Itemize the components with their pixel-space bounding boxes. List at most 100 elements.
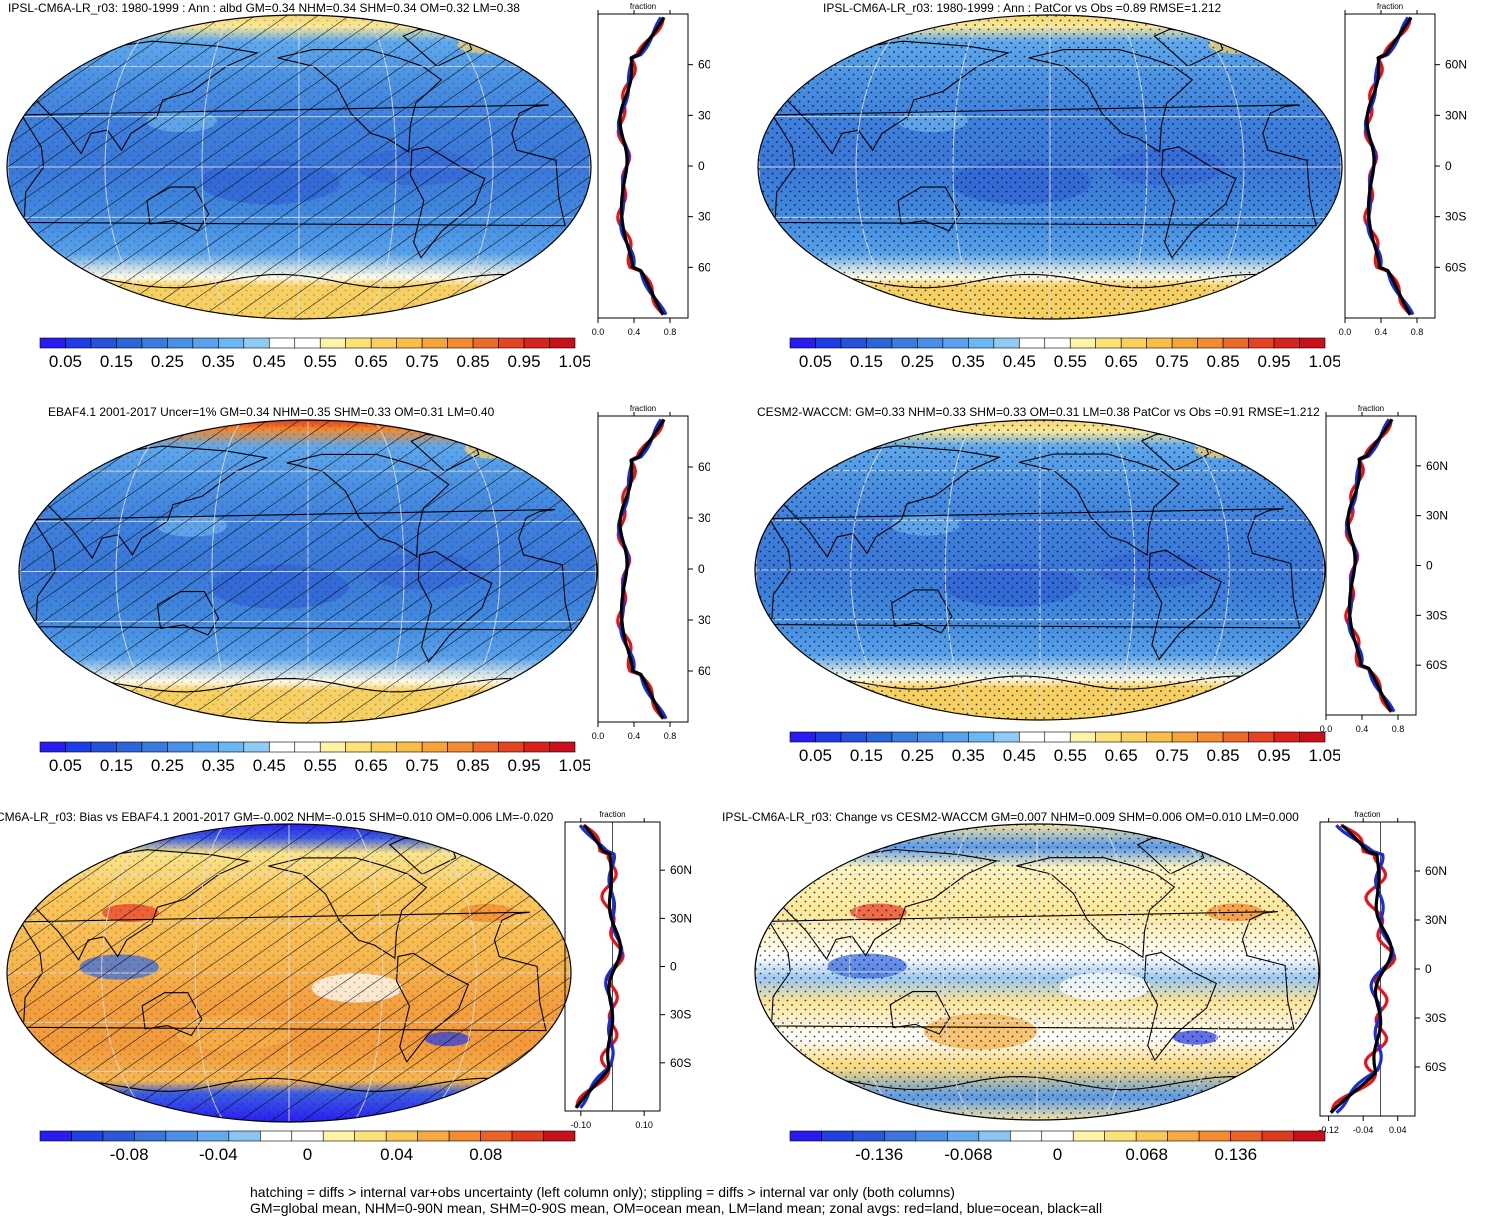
zonal-series-line xyxy=(1365,16,1413,316)
lat-label: 0 xyxy=(1426,559,1433,573)
lat-label: 0 xyxy=(1425,962,1432,976)
lat-label: 30S xyxy=(698,613,710,627)
footer-line-2: GM=global mean, NHM=0-90N mean, SHM=0-90… xyxy=(250,1200,1103,1216)
colorbar-swatch xyxy=(1273,337,1300,349)
lat-label: 30S xyxy=(1426,608,1447,622)
colorbar-label: 0.45 xyxy=(1003,352,1036,371)
colorbar-label: 0.85 xyxy=(1207,352,1240,371)
colorbar-swatch xyxy=(1069,337,1097,349)
panel-title-2: IPSL-CM6A-LR_r03: 1980-1999 : Ann : PatC… xyxy=(823,1,1222,15)
colorbar-swatch xyxy=(1104,1130,1137,1142)
colorbar-label: 0 xyxy=(1053,1145,1062,1164)
lat-label: 60S xyxy=(698,664,710,678)
zonal-title: fraction xyxy=(1354,810,1380,819)
panel-title-1: IPSL-CM6A-LR_r03: 1980-1999 : Ann : albd… xyxy=(8,1,520,15)
colorbar-swatch xyxy=(1120,337,1147,349)
zonal-x-label: 0.8 xyxy=(1411,327,1424,337)
colorbar-swatch xyxy=(167,337,194,349)
zonal-plot-3: fraction 60N 30N 0 30S 60S 0.0 0.4 0.8 xyxy=(592,404,710,741)
colorbar-label: 0.95 xyxy=(1258,746,1291,765)
zonal-x-label: 0.4 xyxy=(1356,724,1369,734)
map-panel-4 xyxy=(754,419,1326,721)
zonal-x-label: 0.10 xyxy=(635,1120,653,1130)
lat-label: 30S xyxy=(670,1008,691,1022)
colorbar-swatch xyxy=(1095,731,1122,743)
colorbar-label: 0.05 xyxy=(49,756,82,775)
colorbar-swatch xyxy=(192,741,219,753)
colorbar-label: 0.95 xyxy=(508,352,541,371)
colorbar-swatch xyxy=(447,337,474,349)
colorbar-swatch xyxy=(968,337,995,349)
colorbar-swatch xyxy=(39,337,66,349)
colorbar-swatch xyxy=(917,731,944,743)
zonal-x-label: 0.8 xyxy=(1392,724,1405,734)
colorbar-swatch xyxy=(385,1130,418,1142)
colorbar-swatch xyxy=(915,1130,948,1142)
colorbar-label: -0.136 xyxy=(855,1145,903,1164)
colorbar-swatch xyxy=(1044,337,1071,349)
colorbar-swatch xyxy=(218,741,245,753)
colorbar-swatch xyxy=(1009,1130,1043,1142)
map-panel-6 xyxy=(754,823,1320,1121)
colorbar-label: 0.25 xyxy=(901,352,934,371)
lat-label: 30N xyxy=(698,511,710,525)
colorbar-swatch xyxy=(1197,337,1224,349)
zonal-x-label: 0.4 xyxy=(1375,327,1388,337)
colorbar-2: 0.05 0.15 0.25 0.35 0.45 0.55 0.65 0.75 0.85 0.95… xyxy=(789,337,1340,371)
colorbar-swatch xyxy=(917,337,944,349)
colorbar-swatch xyxy=(1146,731,1173,743)
colorbar-label: 0.05 xyxy=(49,352,82,371)
colorbar-swatch xyxy=(192,337,219,349)
colorbar-swatch xyxy=(866,731,893,743)
colorbar-swatch xyxy=(789,1130,822,1142)
zonal-plot-2: fraction 60N 30N 0 30S 60S 0.0 0.4 0.8 xyxy=(1339,2,1467,337)
colorbar-swatch xyxy=(141,337,168,349)
colorbar-swatch xyxy=(243,337,270,349)
colorbar-label: 0.85 xyxy=(457,756,490,775)
colorbar-label: 0.15 xyxy=(100,756,133,775)
colorbar-label: 1.05 xyxy=(558,756,590,775)
colorbar-label: 0.65 xyxy=(1105,746,1138,765)
colorbar-swatch xyxy=(947,1130,980,1142)
colorbar-swatch xyxy=(815,337,842,349)
colorbar-swatch xyxy=(1222,731,1249,743)
map-panel-3 xyxy=(18,419,598,724)
lat-label: 60S xyxy=(670,1056,691,1070)
zonal-plot-5: fraction 60N 30N 0 30S 60S -0.10 0.10 xyxy=(564,810,692,1130)
colorbar-label: 0.95 xyxy=(1258,352,1291,371)
colorbar-swatch xyxy=(243,741,270,753)
lat-label: 60S xyxy=(1445,260,1466,274)
colorbar-swatch xyxy=(447,741,474,753)
zonal-series-line xyxy=(618,418,666,720)
lat-label: 60N xyxy=(1445,58,1467,72)
colorbar-1: 0.05 0.15 0.25 0.35 0.45 0.55 0.65 0.75 0.85 0.95… xyxy=(39,337,590,371)
colorbar-swatch xyxy=(421,741,448,753)
zonal-x-label: 0.0 xyxy=(1339,327,1352,337)
colorbar-swatch xyxy=(259,1130,293,1142)
colorbar-swatch xyxy=(543,1130,576,1142)
colorbar-swatch xyxy=(116,337,143,349)
colorbar-label: 0.05 xyxy=(799,352,832,371)
colorbar-swatch xyxy=(268,741,296,753)
colorbar-swatch xyxy=(116,741,143,753)
colorbar-swatch xyxy=(472,741,499,753)
colorbar-swatch xyxy=(1293,1130,1326,1142)
lat-label: 30S xyxy=(1425,1011,1446,1025)
zonal-plot-1: fraction 60N 30N 0 30S 60S 0.0 0.4 0.8 xyxy=(592,2,710,337)
colorbar-label: 0.04 xyxy=(380,1145,413,1164)
colorbar-swatch xyxy=(65,337,92,349)
colorbar-swatch xyxy=(1069,731,1097,743)
colorbar-label: 1.05 xyxy=(558,352,590,371)
lat-label: 30N xyxy=(1445,108,1467,122)
colorbar-6: -0.136 -0.068 0 0.068 0.136 xyxy=(789,1130,1326,1164)
colorbar-swatch xyxy=(1041,1130,1074,1142)
zonal-title: fraction xyxy=(630,404,656,413)
colorbar-label: 0.25 xyxy=(151,756,184,775)
colorbar-swatch xyxy=(39,741,66,753)
colorbar-swatch xyxy=(523,337,550,349)
colorbar-label: 0.65 xyxy=(355,352,388,371)
colorbar-swatch xyxy=(1171,337,1198,349)
colorbar-swatch xyxy=(1299,731,1326,743)
zonal-x-label: -0.04 xyxy=(1353,1125,1374,1135)
colorbar-label: 0.65 xyxy=(1105,352,1138,371)
